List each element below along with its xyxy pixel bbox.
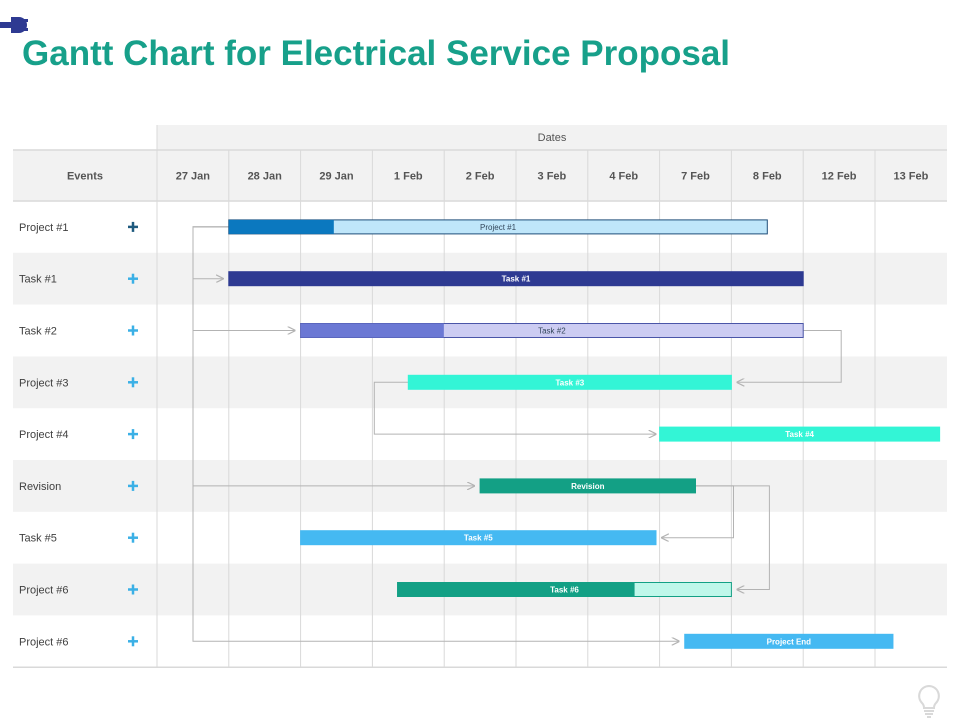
events-header: Events (67, 171, 103, 183)
dependency-arrow (737, 330, 842, 383)
dependency-arrow (192, 226, 679, 641)
bar-label: Task #4 (785, 430, 814, 439)
row-label: Project #6 (19, 585, 69, 597)
row-label: Task #1 (19, 274, 57, 286)
gantt-bar-progress (300, 323, 444, 338)
bar-label: Task #5 (464, 534, 493, 543)
dates-header: Dates (538, 132, 567, 144)
bar-label: Project #1 (480, 223, 517, 232)
date-tick-label: 4 Feb (609, 171, 638, 183)
bar-label: Task #3 (555, 378, 584, 387)
date-tick-label: 27 Jan (176, 171, 211, 183)
row-label: Project #6 (19, 636, 69, 648)
dates-header-bg (157, 125, 947, 150)
lightbulb-icon (918, 684, 940, 718)
bar-label: Revision (571, 482, 604, 491)
row-label: Task #5 (19, 533, 57, 545)
gantt-bar (684, 633, 894, 649)
date-tick-label: 12 Feb (822, 171, 857, 183)
gantt-bar (228, 271, 804, 287)
bar-label: Task #1 (502, 275, 531, 284)
row-label: Project #1 (19, 222, 69, 234)
gantt-bar (659, 426, 941, 442)
dependency-arrow (373, 381, 655, 434)
gantt-bar (300, 530, 657, 546)
plug-icon (0, 17, 28, 33)
date-tick-label: 13 Feb (893, 171, 928, 183)
gantt-bar-progress (228, 219, 334, 234)
row-label: Revision (19, 481, 61, 493)
date-tick-label: 1 Feb (394, 171, 423, 183)
row-label: Task #2 (19, 326, 57, 338)
date-tick-label: 7 Feb (681, 171, 710, 183)
row-label: Project #4 (19, 429, 69, 441)
date-tick-label: 28 Jan (248, 171, 283, 183)
date-tick-label: 8 Feb (753, 171, 782, 183)
date-tick-label: 2 Feb (466, 171, 495, 183)
page-title: Gantt Chart for Electrical Service Propo… (22, 34, 731, 73)
gantt-bar-progress (397, 582, 635, 597)
bar-label: Task #2 (538, 327, 566, 336)
dependency-arrow (695, 485, 770, 590)
gantt-bar (407, 374, 732, 390)
row-label: Project #3 (19, 377, 69, 389)
gantt-bar (479, 478, 696, 494)
date-tick-label: 3 Feb (538, 171, 567, 183)
date-tick-label: 29 Jan (319, 171, 354, 183)
column-header-bg (13, 150, 947, 201)
bar-label: Task #6 (550, 586, 579, 595)
bar-label: Project End (767, 637, 812, 646)
